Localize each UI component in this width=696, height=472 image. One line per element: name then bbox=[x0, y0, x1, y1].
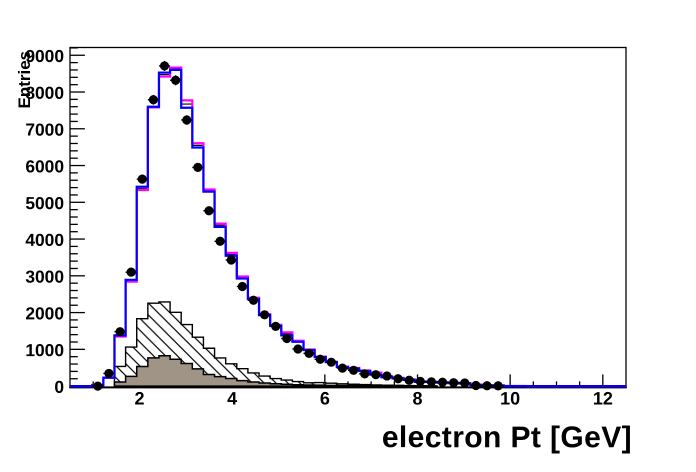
svg-text:4: 4 bbox=[227, 388, 237, 408]
svg-text:8000: 8000 bbox=[25, 83, 64, 103]
svg-text:1000: 1000 bbox=[25, 340, 64, 360]
svg-text:8: 8 bbox=[412, 388, 422, 408]
svg-text:2: 2 bbox=[134, 388, 144, 408]
svg-text:7000: 7000 bbox=[25, 120, 64, 140]
svg-text:6000: 6000 bbox=[25, 156, 64, 176]
svg-text:2000: 2000 bbox=[25, 303, 64, 323]
svg-text:6: 6 bbox=[320, 388, 330, 408]
svg-text:5000: 5000 bbox=[25, 193, 64, 213]
svg-text:3000: 3000 bbox=[25, 267, 64, 287]
svg-text:12: 12 bbox=[593, 388, 613, 408]
svg-text:4000: 4000 bbox=[25, 230, 64, 250]
svg-text:9000: 9000 bbox=[25, 46, 64, 66]
svg-text:electron Pt [GeV]: electron Pt [GeV] bbox=[382, 421, 632, 454]
svg-text:Entries: Entries bbox=[15, 51, 34, 109]
svg-text:0: 0 bbox=[54, 377, 64, 397]
svg-text:10: 10 bbox=[500, 388, 520, 408]
